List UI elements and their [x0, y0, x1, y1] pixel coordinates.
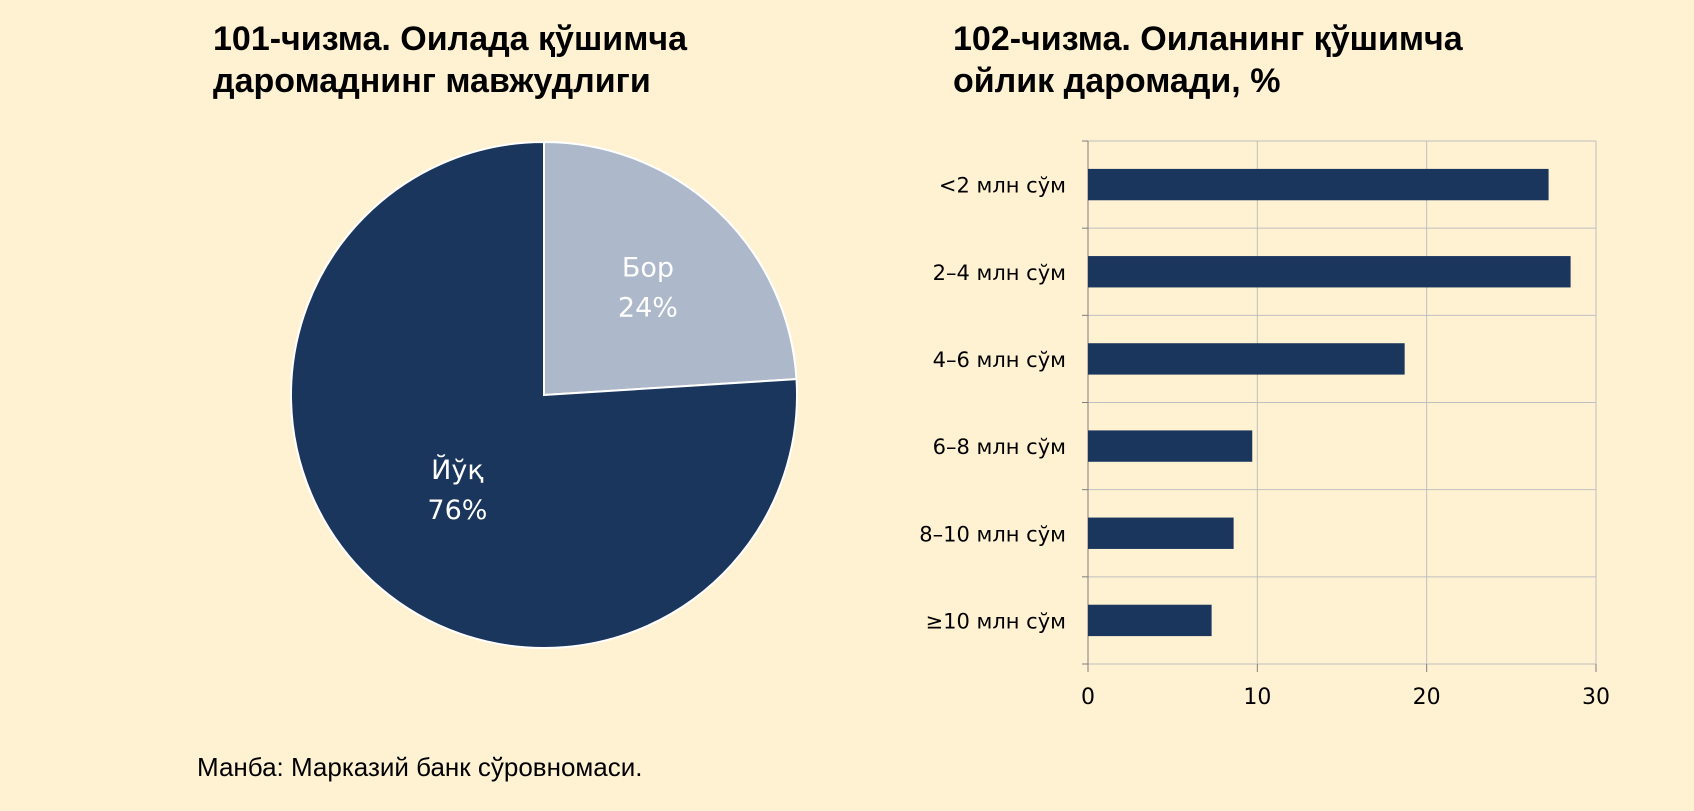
pie-chart-title: 101-чизма. Оилада қўшимча даромаднинг ма…: [213, 20, 688, 100]
x-tick-label: 30: [1582, 685, 1610, 710]
y-category-label: 6–8 млн сўм: [933, 435, 1066, 459]
y-category-label: ≥10 млн сўм: [926, 609, 1066, 633]
source-note: Манба: Марказий банк сўровномаси.: [197, 752, 643, 782]
pie-slice-value: 76%: [427, 495, 487, 526]
pie-slice-1: [290, 140, 798, 649]
x-tick-label: 10: [1243, 685, 1271, 710]
y-category-label: <2 млн сўм: [939, 174, 1066, 198]
pie-slice-label: Бор: [622, 252, 674, 283]
pie-slice-value: 24%: [618, 292, 678, 323]
pie-slice-label: Йўқ: [431, 454, 483, 486]
bar-chart: 0 10 20 30 <2 млн сўм 2–4 млн сўм 4–6 млн сўм 6…: [919, 140, 1610, 710]
y-category-label: 8–10 млн сўм: [919, 522, 1066, 546]
bar-chart-title: 102-чизма. Оиланинг қўшимча ойлик дарома…: [953, 20, 1463, 100]
y-category-label: 2–4 млн сўм: [933, 261, 1066, 285]
pie-slice-0: [543, 140, 798, 397]
bar-3: [1088, 430, 1253, 462]
y-category-label: 4–6 млн сўм: [933, 348, 1066, 372]
bar-5: [1088, 604, 1212, 637]
bar-4: [1088, 517, 1234, 549]
x-tick-label: 0: [1081, 685, 1095, 710]
pie-chart: Бор 24% Йўқ 76%: [290, 140, 798, 649]
bar-2: [1088, 343, 1405, 375]
bar-1: [1088, 256, 1571, 288]
x-tick-label: 20: [1413, 685, 1441, 710]
bar-0: [1088, 168, 1549, 201]
